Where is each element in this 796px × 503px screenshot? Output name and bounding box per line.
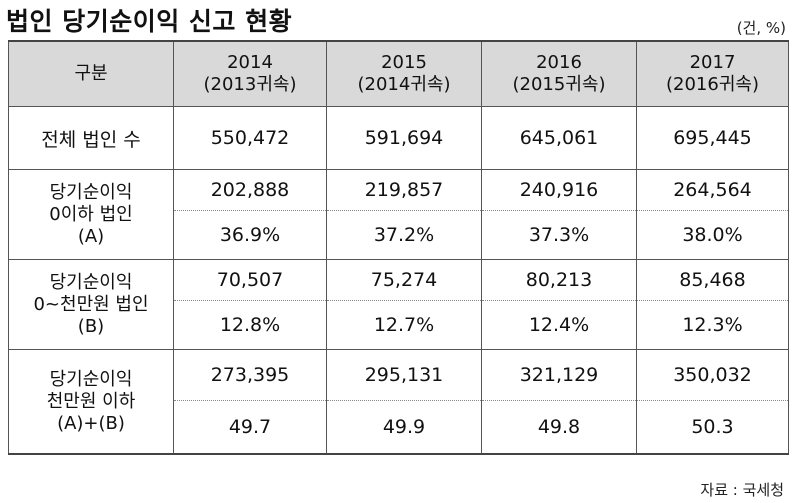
corporate-net-income-table: 구분 2014 (2013귀속) 2015 (2014귀속) 2016 (2015귀속… — [8, 40, 789, 455]
row-label-b: 당기순이익 0~천만원 법인 (B) — [8, 259, 174, 350]
cell: 37.2% — [326, 210, 482, 260]
row-label-total: 전체 법인 수 — [8, 106, 174, 170]
page-title: 법인 당기순이익 신고 현황 — [6, 7, 293, 36]
cell: 50.3 — [636, 400, 789, 455]
cell: 591,694 — [326, 106, 482, 170]
cell: 12.8% — [173, 300, 327, 350]
table-row-total: 전체 법인 수 550,472 591,694 645,061 695,445 — [8, 106, 789, 170]
header-year-2014: 2014 (2013귀속) — [173, 40, 327, 107]
cell: 49.9 — [326, 400, 482, 455]
cell: 12.3% — [636, 300, 789, 350]
cell: 240,916 — [481, 169, 637, 211]
table-row-a-ratio: 36.9% 37.2% 37.3% 38.0% — [9, 210, 789, 260]
cell: 645,061 — [481, 106, 637, 170]
unit-label: (건, %) — [736, 19, 786, 37]
row-label-ab: 당기순이익 천만원 이하 (A)+(B) — [8, 349, 174, 455]
table-row-a-count: 당기순이익 0이하 법인 (A) 202,888 219,857 240,916 2… — [8, 169, 789, 260]
cell: 273,395 — [173, 349, 327, 401]
table-row-b-ratio: 12.8% 12.7% 12.4% 12.3% — [9, 300, 789, 350]
cell: 321,129 — [481, 349, 637, 401]
source-note: 자료 : 국세청 — [700, 481, 784, 499]
cell: 350,032 — [636, 349, 789, 401]
cell: 36.9% — [173, 210, 327, 260]
cell: 550,472 — [173, 106, 327, 170]
cell: 75,274 — [326, 259, 482, 301]
cell: 695,445 — [636, 106, 789, 170]
cell: 12.7% — [326, 300, 482, 350]
cell: 12.4% — [481, 300, 637, 350]
header-year-2015: 2015 (2014귀속) — [326, 40, 482, 107]
table-row-ab-count: 당기순이익 천만원 이하 (A)+(B) 273,395 295,131 321,1… — [8, 349, 789, 455]
table-row-ab-ratio: 49.7 49.9 49.8 50.3 — [9, 400, 789, 455]
cell: 49.7 — [173, 400, 327, 455]
header-category: 구분 — [8, 40, 174, 107]
cell: 295,131 — [326, 349, 482, 401]
cell: 85,468 — [636, 259, 789, 301]
cell: 80,213 — [481, 259, 637, 301]
table-row-b-count: 당기순이익 0~천만원 법인 (B) 70,507 75,274 80,213 85… — [8, 259, 789, 350]
cell: 49.8 — [481, 400, 637, 455]
row-label-a: 당기순이익 0이하 법인 (A) — [8, 169, 174, 260]
cell: 38.0% — [636, 210, 789, 260]
cell: 219,857 — [326, 169, 482, 211]
table-header-row: 구분 2014 (2013귀속) 2015 (2014귀속) 2016 (2015귀속… — [8, 40, 789, 107]
cell: 70,507 — [173, 259, 327, 301]
header-year-2017: 2017 (2016귀속) — [636, 40, 789, 107]
cell: 264,564 — [636, 169, 789, 211]
cell: 202,888 — [173, 169, 327, 211]
cell: 37.3% — [481, 210, 637, 260]
header-year-2016: 2016 (2015귀속) — [481, 40, 637, 107]
